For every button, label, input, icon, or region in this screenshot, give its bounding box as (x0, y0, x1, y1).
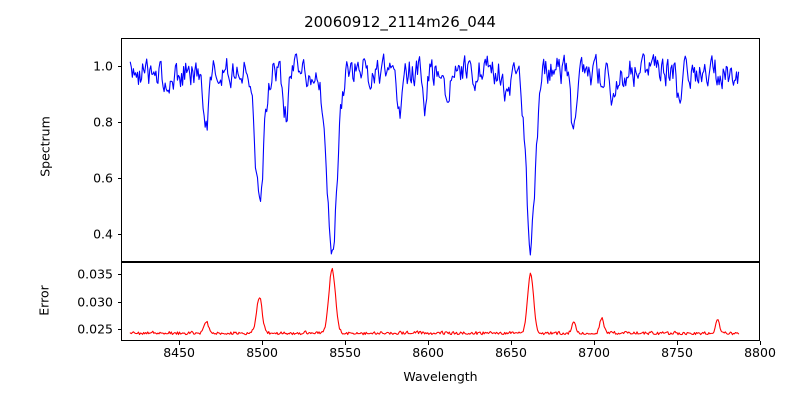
y-tick-mark (117, 328, 121, 330)
y-tick-label: 0.4 (93, 226, 113, 242)
spectrum-plot-area (129, 53, 740, 256)
x-tick-label: 8550 (329, 345, 361, 360)
error-panel (121, 262, 760, 341)
y-tick-label: 0.8 (93, 114, 113, 130)
y-tick-label: 0.025 (77, 321, 113, 337)
x-tick-mark (428, 341, 430, 345)
error-y-axis-label: Error (36, 285, 52, 316)
x-tick-label: 8450 (163, 345, 195, 360)
error-line (129, 267, 740, 336)
y-tick-mark (117, 301, 121, 303)
x-tick-label: 8600 (412, 345, 444, 360)
y-tick-mark (117, 178, 121, 179)
y-tick-mark (117, 234, 121, 235)
y-tick-mark (117, 274, 121, 276)
x-tick-mark (594, 341, 595, 345)
spectrum-panel (121, 38, 760, 262)
x-tick-label: 8500 (246, 345, 278, 360)
spectrum-line (129, 53, 740, 256)
spectrum-y-axis-label: Spectrum (37, 116, 53, 177)
y-tick-label: 0.030 (77, 294, 113, 309)
y-tick-mark (117, 66, 121, 67)
x-axis-label: Wavelength (403, 369, 478, 384)
x-tick-mark (262, 341, 264, 345)
x-tick-label: 8800 (744, 345, 776, 360)
y-tick-label: 0.6 (93, 170, 113, 186)
y-tick-mark (117, 122, 121, 123)
error-plot-area (129, 267, 740, 336)
x-tick-mark (179, 341, 181, 345)
x-tick-label: 8650 (495, 345, 527, 360)
x-tick-label: 8750 (661, 345, 693, 360)
chart-title: 20060912_2114m26_044 (304, 13, 496, 31)
x-tick-mark (760, 341, 761, 345)
y-tick-label: 0.035 (77, 266, 113, 282)
x-tick-mark (345, 341, 347, 345)
y-tick-label: 1.0 (93, 58, 113, 74)
x-tick-label: 8700 (578, 345, 610, 360)
x-tick-mark (677, 341, 678, 345)
x-tick-mark (511, 341, 512, 345)
